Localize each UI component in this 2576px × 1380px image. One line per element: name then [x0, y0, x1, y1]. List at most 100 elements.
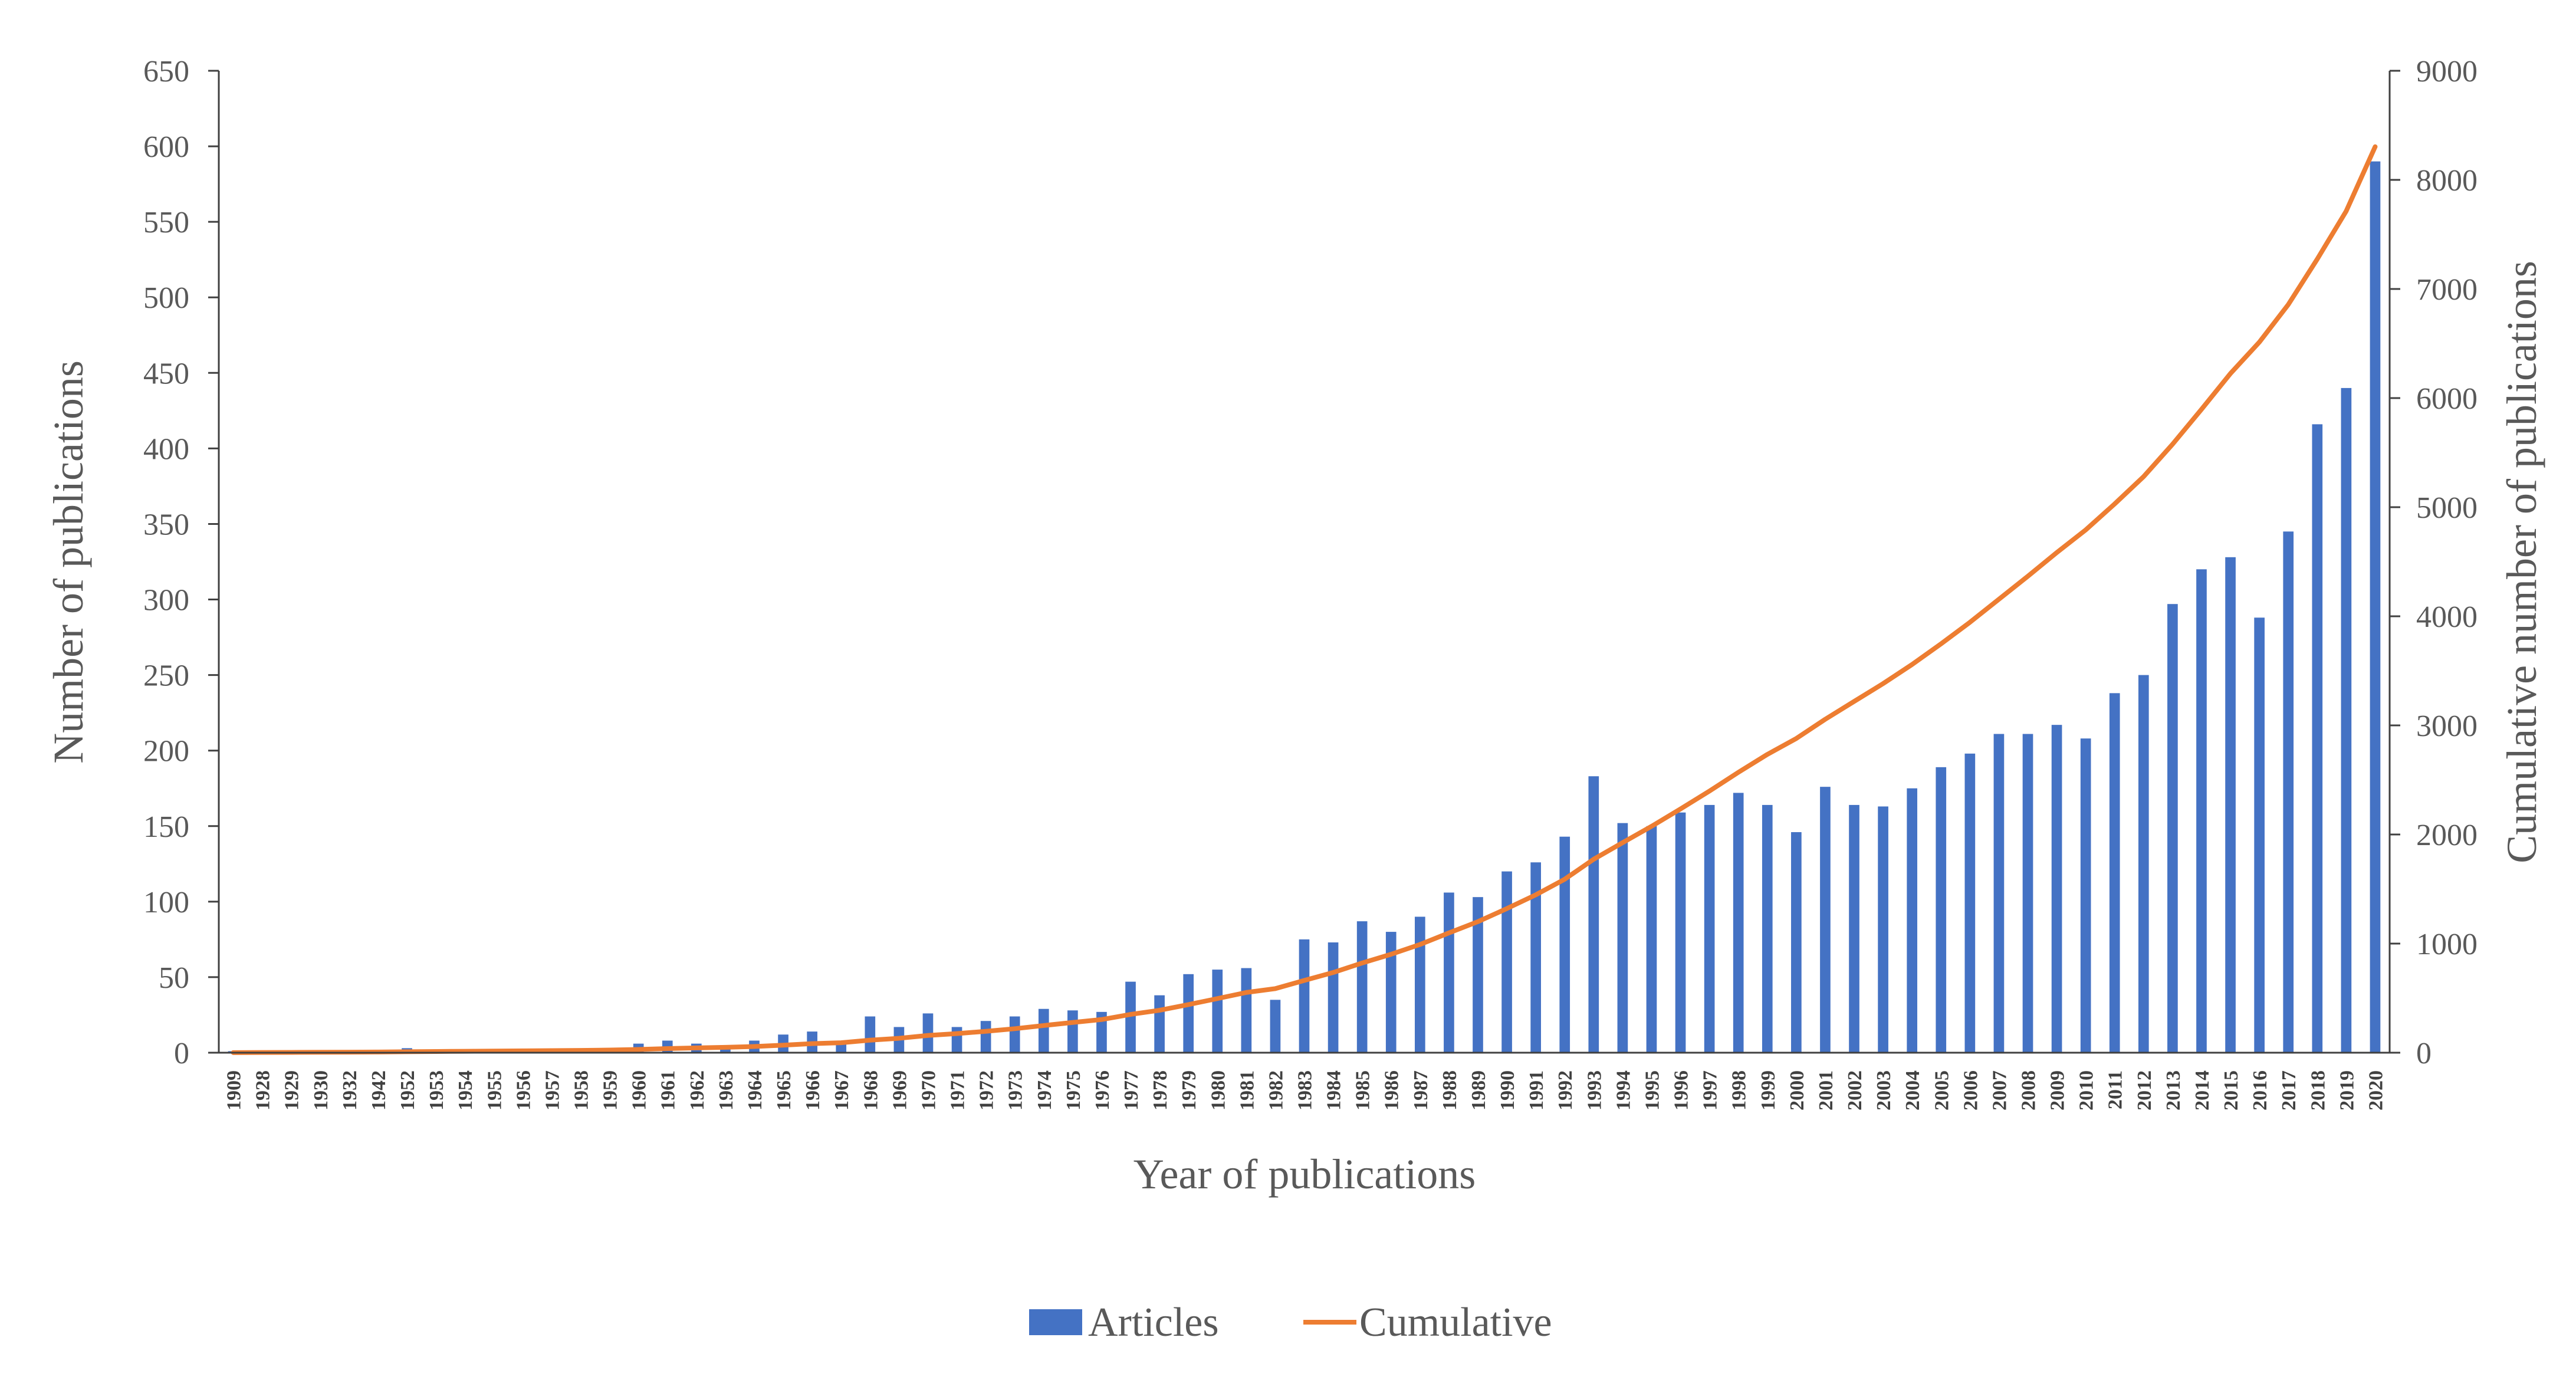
x-tick-label: 1985 — [1352, 1070, 1374, 1110]
bar-2008 — [2022, 734, 2033, 1053]
bar-1995 — [1646, 826, 1657, 1053]
bar-1968 — [865, 1016, 876, 1053]
x-tick-label: 1996 — [1671, 1070, 1693, 1110]
bar-2020 — [2370, 161, 2381, 1053]
bar-2010 — [2080, 738, 2091, 1053]
bar-2002 — [1849, 804, 1859, 1053]
x-tick-label: 1998 — [1729, 1070, 1750, 1110]
y-left-tick-label: 500 — [143, 281, 189, 315]
bar-1981 — [1241, 968, 1252, 1053]
x-tick-label: 1992 — [1555, 1070, 1576, 1110]
y-left-tick-label: 150 — [143, 810, 189, 844]
bar-1992 — [1559, 836, 1570, 1053]
x-tick-label: 1986 — [1381, 1070, 1403, 1110]
bar-2015 — [2225, 557, 2236, 1053]
x-tick-label: 2020 — [2365, 1070, 2387, 1110]
x-tick-label: 1930 — [310, 1070, 332, 1110]
x-tick-label: 1928 — [252, 1070, 274, 1110]
x-tick-label: 2010 — [2076, 1070, 2098, 1110]
y-right-tick-label: 4000 — [2416, 600, 2478, 634]
bar-1999 — [1762, 804, 1773, 1053]
x-tick-label: 2012 — [2134, 1070, 2156, 1110]
x-tick-label: 1955 — [484, 1070, 505, 1110]
y-left-tick-label: 600 — [143, 130, 189, 164]
y-left-tick-label: 550 — [143, 206, 189, 239]
x-tick-label: 2015 — [2220, 1070, 2242, 1110]
bar-2003 — [1878, 806, 1888, 1053]
x-tick-label: 1966 — [802, 1070, 824, 1110]
line-group — [231, 144, 2378, 1055]
y-right-tick-label: 0 — [2416, 1037, 2432, 1070]
x-tick-label: 1984 — [1323, 1070, 1345, 1110]
bar-1985 — [1356, 921, 1368, 1053]
y-left-ticks: 0 50 100 150 200 250 300 350 400 450 500 550 600 650 — [143, 55, 219, 1070]
bar-1994 — [1617, 823, 1628, 1053]
x-tick-label: 1962 — [686, 1070, 708, 1110]
bar-2017 — [2283, 531, 2294, 1053]
x-tick-label: 1993 — [1583, 1070, 1605, 1110]
y-right-tick-label: 2000 — [2416, 819, 2478, 852]
bar-1975 — [1067, 1010, 1078, 1053]
x-tick-label: 1987 — [1410, 1070, 1432, 1110]
bar-1987 — [1414, 916, 1425, 1053]
x-tick-label: 1959 — [600, 1070, 622, 1110]
bar-2016 — [2254, 617, 2265, 1053]
x-tick-label: 1957 — [541, 1070, 563, 1110]
bar-1980 — [1212, 970, 1223, 1053]
x-tick-label: 1956 — [512, 1070, 534, 1110]
bar-2005 — [1936, 767, 1947, 1053]
y-right-tick-label: 7000 — [2416, 273, 2478, 307]
bar-1974 — [1038, 1008, 1049, 1053]
x-tick-label: 1982 — [1265, 1070, 1287, 1110]
bar-2018 — [2312, 424, 2323, 1053]
x-tick-label: 1983 — [1294, 1070, 1316, 1110]
bar-1990 — [1501, 871, 1512, 1053]
x-tick-label: 1963 — [715, 1070, 737, 1110]
x-tick-label: 2005 — [1931, 1070, 1953, 1110]
bar-1991 — [1530, 862, 1541, 1053]
bar-1978 — [1154, 995, 1165, 1053]
legend: Articles Cumulative — [1029, 1300, 1552, 1345]
bar-2000 — [1791, 832, 1802, 1053]
x-tick-label: 2001 — [1815, 1070, 1837, 1110]
x-tick-label: 1979 — [1178, 1070, 1200, 1110]
y-right-tick-label: 9000 — [2416, 55, 2478, 88]
x-tick-label: 1958 — [571, 1070, 593, 1110]
x-tick-label: 1932 — [339, 1070, 361, 1110]
x-tick-label: 2002 — [1844, 1070, 1866, 1110]
x-tick-label: 2006 — [1960, 1070, 1982, 1110]
x-tick-label: 2019 — [2336, 1070, 2358, 1110]
y-left-tick-label: 300 — [143, 584, 189, 617]
x-tick-label: 2017 — [2278, 1070, 2300, 1110]
y-left-tick-label: 200 — [143, 735, 189, 768]
x-tick-label: 1981 — [1236, 1070, 1258, 1110]
bar-2009 — [2051, 725, 2062, 1053]
bar-1972 — [980, 1021, 991, 1053]
bar-1998 — [1733, 793, 1744, 1053]
x-tick-label: 1952 — [397, 1070, 419, 1110]
x-tick-label: 1974 — [1034, 1070, 1056, 1110]
bar-2004 — [1907, 788, 1918, 1053]
x-tick-label: 1988 — [1439, 1070, 1461, 1110]
bar-2006 — [1964, 753, 1976, 1053]
x-tick-label: 1995 — [1641, 1070, 1663, 1110]
x-tick-label: 1991 — [1526, 1070, 1547, 1110]
x-tick-label: 1965 — [773, 1070, 795, 1110]
x-tick-label: 2007 — [1989, 1070, 2010, 1110]
y-left-tick-label: 250 — [143, 659, 189, 693]
bar-2013 — [2167, 604, 2178, 1053]
bar-1996 — [1675, 812, 1686, 1053]
y-right-tick-label: 1000 — [2416, 928, 2478, 961]
x-tick-label: 1977 — [1121, 1070, 1142, 1110]
x-tick-label: 1980 — [1207, 1070, 1229, 1110]
y-right-tick-label: 5000 — [2416, 491, 2478, 525]
axes-group — [218, 71, 2391, 1054]
x-tick-label: 2000 — [1786, 1070, 1808, 1110]
bar-1983 — [1299, 939, 1310, 1053]
x-tick-label: 1967 — [831, 1070, 853, 1110]
bar-1989 — [1473, 897, 1483, 1053]
bar-2019 — [2341, 387, 2352, 1053]
y-right-tick-label: 3000 — [2416, 709, 2478, 743]
x-tick-label: 1973 — [1005, 1070, 1027, 1110]
x-tick-label: 1997 — [1700, 1070, 1721, 1110]
